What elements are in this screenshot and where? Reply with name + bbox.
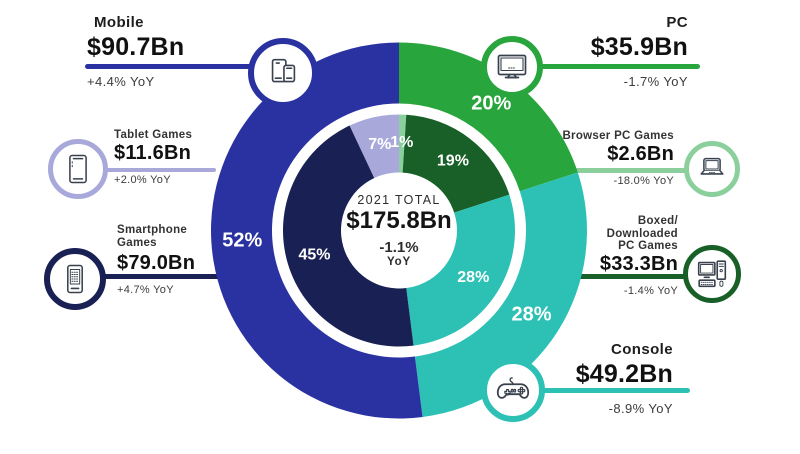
center-yoy-change: -1.1% — [379, 239, 419, 256]
outer-segment-pc-pct-label: 20% — [471, 92, 511, 114]
tablet-icon-circle — [48, 139, 108, 199]
console-connector-line — [542, 387, 690, 393]
inner-segment-tablet-games — [349, 114, 399, 179]
callout-pc: PC $35.9Bn -1.7% YoY — [498, 14, 688, 89]
smartphone-connector-line — [102, 274, 227, 279]
callout-console-yoy: -8.9% YoY — [608, 401, 673, 416]
inner-segment-tablet-games-pct-label: 7% — [368, 136, 391, 153]
callout-pc-title: PC — [666, 14, 688, 31]
inner-segment-smartphone-games-pct-label: 45% — [298, 247, 330, 264]
boxed-connector-line — [572, 274, 686, 279]
callout-boxed-pc-games: Boxed/ Downloaded PC Games $33.3Bn -1.4%… — [518, 215, 678, 297]
callout-browser-yoy: -18.0% YoY — [613, 174, 674, 187]
browser-connector-line — [575, 168, 688, 173]
callout-boxed-value: $33.3Bn — [599, 252, 678, 275]
callout-tablet-games: Tablet Games $11.6Bn +2.0% YoY — [114, 129, 254, 186]
outer-segment-mobile-pct-label: 52% — [222, 229, 262, 251]
pc-connector-line — [540, 63, 700, 69]
callout-browser-value: $2.6Bn — [607, 142, 674, 165]
browser-icon-circle — [684, 141, 740, 197]
inner-segment-boxed-downloaded-pc-games — [402, 114, 510, 213]
outer-segment-console — [414, 172, 587, 418]
center-year-total: 2021 TOTAL — [357, 193, 441, 207]
smartphone-icon — [67, 264, 83, 294]
callout-mobile-value: $90.7Bn — [87, 33, 185, 61]
smartphone-icon-circle — [44, 248, 106, 310]
callout-console: Console $49.2Bn -8.9% YoY — [483, 341, 673, 416]
callout-smartphone-yoy: +4.7% YoY — [117, 284, 174, 296]
callout-browser-title: Browser PC Games — [562, 130, 674, 142]
callout-mobile: Mobile $90.7Bn +4.4% YoY — [87, 14, 267, 89]
callout-pc-yoy: -1.7% YoY — [623, 74, 688, 89]
callout-console-title: Console — [611, 341, 673, 358]
callout-boxed-yoy: -1.4% YoY — [623, 284, 678, 297]
laptop-icon — [700, 157, 724, 175]
mobile-connector-line — [85, 63, 257, 69]
mobile-devices-icon — [271, 58, 296, 83]
callout-boxed-title: Boxed/ Downloaded PC Games — [606, 215, 678, 252]
tablet-connector-line — [104, 167, 216, 172]
inner-segment-browser-pc-games — [399, 114, 407, 173]
center-total-value: $175.8Bn — [346, 207, 452, 234]
callout-smartphone-value: $79.0Bn — [117, 252, 196, 274]
donut-center-label: 2021 TOTAL $175.8Bn -1.1% YoY — [329, 193, 469, 269]
center-yoy-unit: YoY — [387, 256, 411, 268]
outer-segment-console-pct-label: 28% — [512, 304, 552, 326]
callout-tablet-title: Tablet Games — [114, 129, 193, 141]
inner-segment-smartphone-games — [282, 125, 414, 347]
inner-segment-boxed-downloaded-pc-games-pct-label: 19% — [437, 152, 469, 169]
desktop-computer-icon — [697, 260, 727, 288]
console-icon-circle — [481, 358, 545, 422]
callout-pc-value: $35.9Bn — [590, 33, 688, 61]
inner-segment-console-pct-label: 28% — [457, 269, 489, 286]
inner-segment-console — [406, 194, 516, 346]
callout-browser-pc-games: Browser PC Games $2.6Bn -18.0% YoY — [514, 130, 674, 187]
callout-smartphone-games: Smartphone Games $79.0Bn +4.7% YoY — [117, 224, 257, 296]
boxed-icon-circle — [683, 245, 741, 303]
callout-console-value: $49.2Bn — [575, 360, 673, 388]
outer-segment-mobile — [211, 42, 423, 419]
inner-segment-browser-pc-games-pct-label: 1% — [390, 134, 413, 151]
gamepad-icon — [496, 377, 530, 399]
callout-tablet-value: $11.6Bn — [114, 141, 192, 164]
callout-mobile-yoy: +4.4% YoY — [87, 74, 155, 89]
callout-smartphone-title: Smartphone Games — [117, 224, 188, 249]
pc-icon-circle — [481, 36, 543, 98]
desktop-monitor-icon — [497, 54, 527, 79]
callout-tablet-yoy: +2.0% YoY — [114, 173, 171, 186]
tablet-icon — [69, 154, 87, 184]
callout-mobile-title: Mobile — [94, 14, 144, 31]
mobile-icon-circle — [248, 38, 318, 108]
outer-segment-pc — [399, 42, 578, 192]
